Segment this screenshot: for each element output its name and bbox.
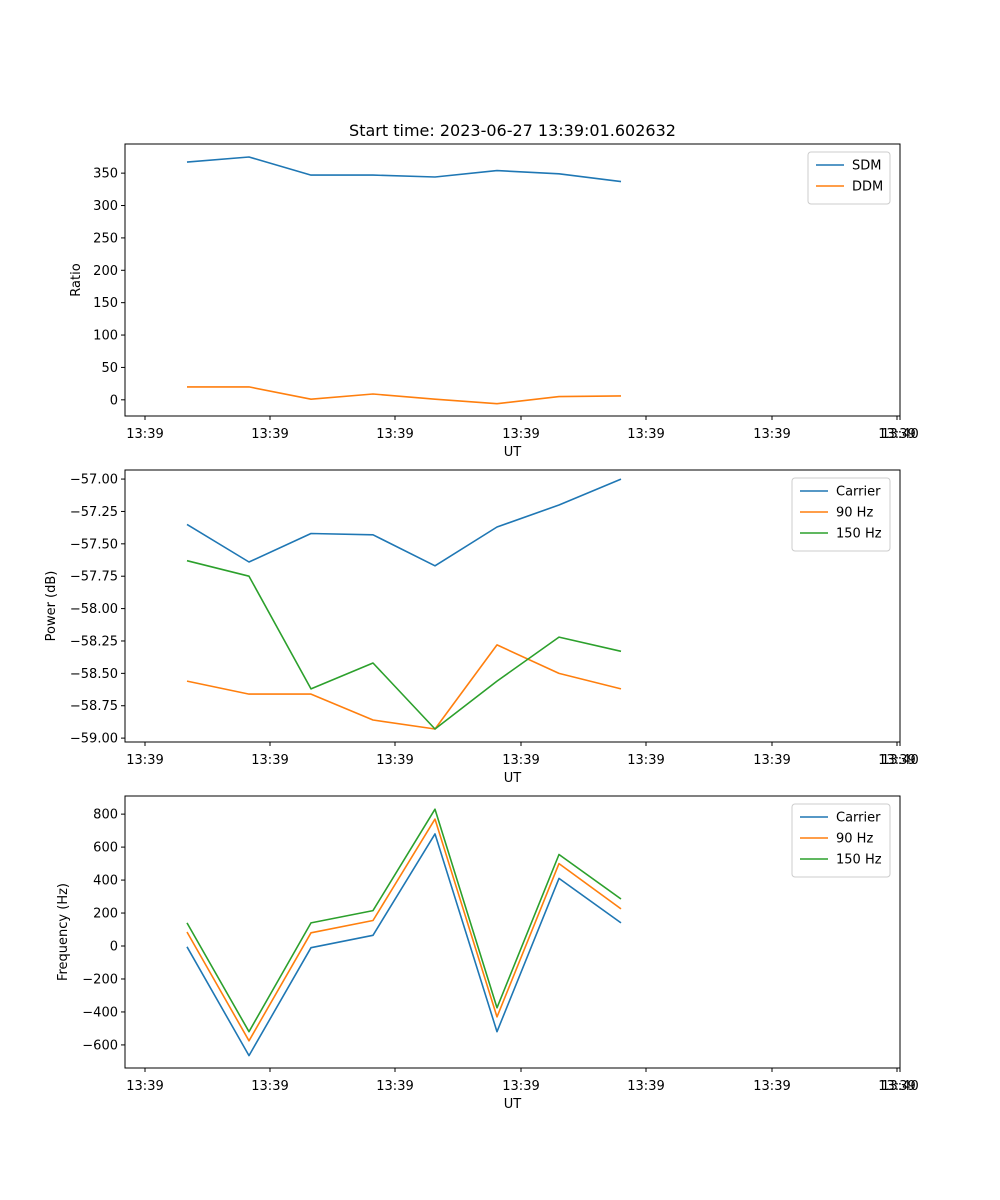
y-tick-label: −200 <box>82 972 118 987</box>
series-line-90-hz <box>186 644 622 730</box>
x-tick-label: 13:40 <box>881 1079 918 1094</box>
y-tick-label: 400 <box>93 874 118 889</box>
series-line-ddm <box>187 386 622 405</box>
x-tick-label: 13:39 <box>126 1079 163 1094</box>
axes-frame <box>124 143 901 417</box>
legend-entry: Carrier <box>836 485 881 500</box>
y-axis-label: Frequency (Hz) <box>56 883 71 981</box>
x-axis-label: UT <box>504 771 522 786</box>
y-tick-label: 800 <box>93 808 118 823</box>
legend: Carrier 90 Hz 150 Hz <box>791 477 891 552</box>
x-tick-label: 13:39 <box>753 427 790 442</box>
y-tick-label: −57.75 <box>70 570 118 585</box>
series-line-150-hz <box>186 808 622 1033</box>
y-tick-label: 200 <box>93 264 118 279</box>
x-tick-label: 13:39 <box>878 427 915 442</box>
panel-3: −600 −400 −200 0 200 400 600 800 13:39 13:39 13:39… <box>56 795 919 1112</box>
x-tick-label: 13:39 <box>126 427 163 442</box>
y-tick-label: −58.75 <box>70 699 118 714</box>
y-tick-label: 0 <box>110 393 118 408</box>
y-tick-label: −57.00 <box>70 473 118 488</box>
legend: Carrier 90 Hz 150 Hz <box>791 803 891 878</box>
x-tick-label: 13:39 <box>753 753 790 768</box>
axes-frame <box>124 469 901 743</box>
y-tick-label: −59.00 <box>70 732 118 747</box>
x-tick-label: 13:39 <box>126 753 163 768</box>
series-line-90-hz <box>186 818 622 1042</box>
x-tick-label: 13:40 <box>881 427 918 442</box>
panel-2: −59.00 −58.75 −58.50 −58.25 −58.00 −57.75 −57.… <box>44 469 919 786</box>
y-tick-label: 200 <box>93 907 118 922</box>
y-tick-label: −58.50 <box>70 667 118 682</box>
chart-panels: 0 50 100 150 200 250 300 350 13:39 13:39 13:39 13:3… <box>44 143 919 1112</box>
series-line-carrier <box>186 833 622 1057</box>
y-tick-label: 600 <box>93 841 118 856</box>
x-tick-label: 13:39 <box>878 753 915 768</box>
x-axis-label: UT <box>504 445 522 460</box>
y-tick-label: −600 <box>82 1038 118 1053</box>
series-line-carrier <box>186 478 622 567</box>
x-tick-label: 13:39 <box>376 753 413 768</box>
x-tick-label: 13:39 <box>502 753 539 768</box>
x-tick-label: 13:39 <box>627 427 664 442</box>
panel-1: 0 50 100 150 200 250 300 350 13:39 13:39 13:39 13:3… <box>69 143 919 460</box>
legend-entry: 150 Hz <box>836 527 882 542</box>
x-tick-label: 13:40 <box>881 753 918 768</box>
y-tick-label: −400 <box>82 1005 118 1020</box>
y-tick-label: 350 <box>93 167 118 182</box>
x-tick-label: 13:39 <box>251 753 288 768</box>
y-axis-label: Ratio <box>69 263 84 296</box>
y-tick-label: 300 <box>93 199 118 214</box>
y-tick-label: 50 <box>101 361 118 376</box>
x-tick-label: 13:39 <box>502 1079 539 1094</box>
y-axis-label: Power (dB) <box>44 571 59 642</box>
y-tick-label: −58.00 <box>70 602 118 617</box>
x-tick-label: 13:39 <box>627 1079 664 1094</box>
x-tick-label: 13:39 <box>251 1079 288 1094</box>
y-tick-label: 0 <box>110 940 118 955</box>
y-tick-label: −58.25 <box>70 634 118 649</box>
legend-entry: Carrier <box>836 811 881 826</box>
legend-entry: 90 Hz <box>836 506 873 521</box>
x-tick-label: 13:39 <box>878 1079 915 1094</box>
y-tick-label: −57.25 <box>70 505 118 520</box>
axes-frame <box>124 795 901 1069</box>
series-line-sdm <box>186 156 622 183</box>
legend-entry: 150 Hz <box>836 853 882 868</box>
series-line-150-hz <box>186 559 622 730</box>
x-tick-label: 13:39 <box>502 427 539 442</box>
legend-entry: DDM <box>852 180 883 195</box>
legend-entry: 90 Hz <box>836 832 873 847</box>
x-tick-label: 13:39 <box>251 427 288 442</box>
y-tick-label: 250 <box>93 231 118 246</box>
x-tick-label: 13:39 <box>627 753 664 768</box>
y-tick-label: 100 <box>93 329 118 344</box>
chart-title: Start time: 2023-06-27 13:39:01.602632 <box>349 121 676 140</box>
x-tick-label: 13:39 <box>753 1079 790 1094</box>
y-tick-label: −57.50 <box>70 537 118 552</box>
legend-entry: SDM <box>852 159 881 174</box>
y-tick-label: 150 <box>93 296 118 311</box>
x-axis-label: UT <box>504 1097 522 1112</box>
legend: SDM DDM <box>807 151 891 205</box>
x-tick-label: 13:39 <box>376 427 413 442</box>
x-tick-label: 13:39 <box>376 1079 413 1094</box>
